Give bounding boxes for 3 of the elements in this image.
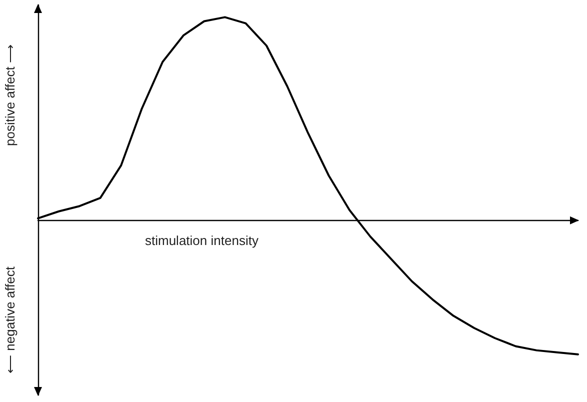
x-axis-title: stimulation intensity [145, 233, 259, 248]
y-axis-title: positive affect ⟶ [2, 44, 18, 146]
text: ⟵ negative affect [2, 266, 18, 374]
